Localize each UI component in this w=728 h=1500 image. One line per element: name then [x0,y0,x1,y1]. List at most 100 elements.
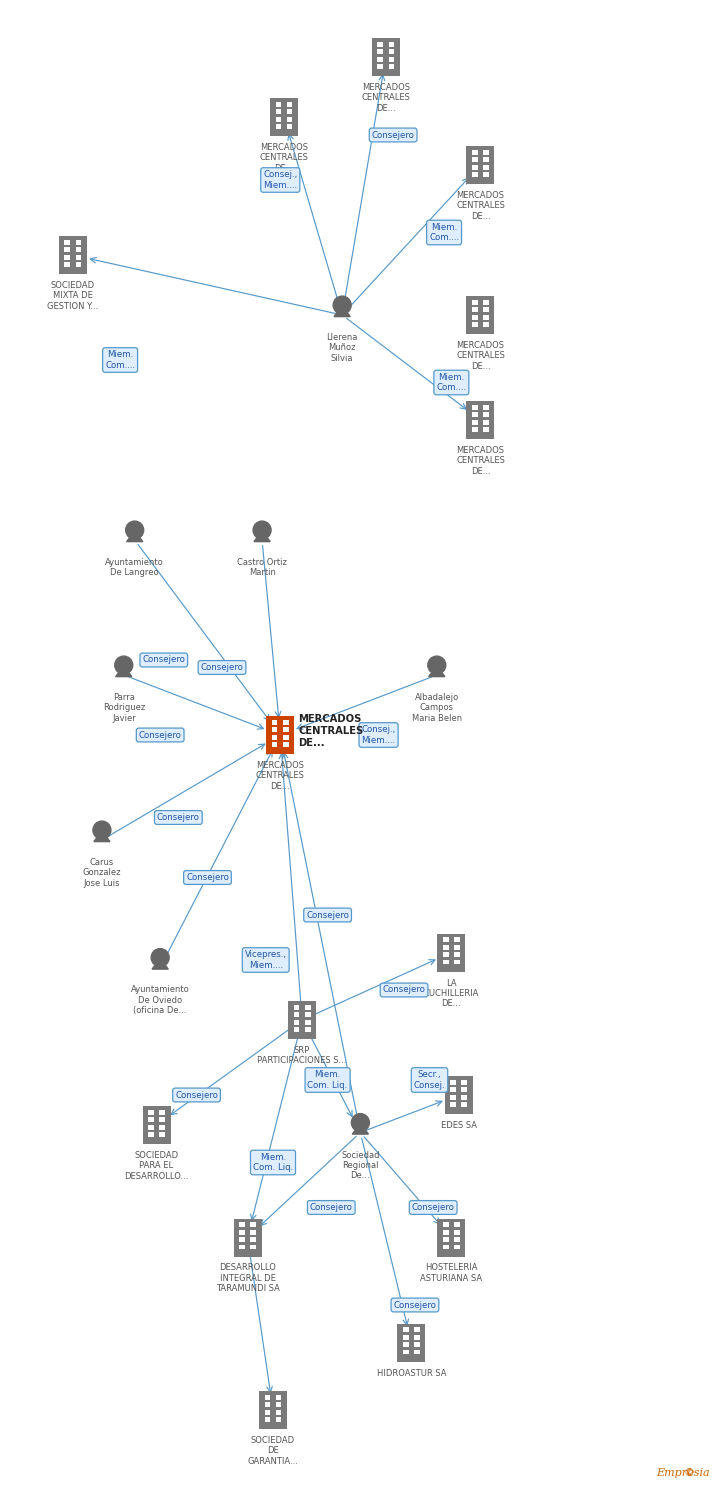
FancyBboxPatch shape [472,158,478,162]
FancyBboxPatch shape [377,57,383,62]
Text: Castro Ortiz
Martin: Castro Ortiz Martin [237,558,287,578]
FancyBboxPatch shape [287,102,293,106]
Circle shape [151,948,169,966]
FancyBboxPatch shape [472,150,478,154]
FancyBboxPatch shape [76,262,82,267]
Circle shape [93,821,111,839]
FancyBboxPatch shape [76,240,82,244]
FancyBboxPatch shape [250,1222,256,1227]
FancyBboxPatch shape [64,262,70,267]
Text: MERCADOS
CENTRALES
DE...: MERCADOS CENTRALES DE... [456,190,505,220]
Polygon shape [152,966,168,969]
FancyBboxPatch shape [472,172,478,177]
FancyBboxPatch shape [483,322,489,327]
FancyBboxPatch shape [275,110,281,114]
FancyBboxPatch shape [472,315,478,320]
FancyBboxPatch shape [275,117,281,122]
Text: MERCADOS
CENTRALES
DE...: MERCADOS CENTRALES DE... [361,82,411,112]
FancyBboxPatch shape [483,300,489,304]
Text: Consejero: Consejero [143,656,185,664]
Text: MERCADOS
CENTRALES
DE...: MERCADOS CENTRALES DE... [298,714,363,748]
FancyBboxPatch shape [443,1238,448,1242]
FancyBboxPatch shape [283,742,289,747]
FancyBboxPatch shape [239,1238,245,1242]
Text: SOCIEDAD
MIXTA DE
GESTION Y...: SOCIEDAD MIXTA DE GESTION Y... [47,280,98,310]
Text: Vicepres.,
Miem....: Vicepres., Miem.... [245,950,287,970]
FancyBboxPatch shape [64,248,70,252]
FancyBboxPatch shape [443,952,448,957]
FancyBboxPatch shape [414,1328,420,1332]
FancyBboxPatch shape [259,1390,287,1429]
FancyBboxPatch shape [472,427,478,432]
Text: HIDROASTUR SA: HIDROASTUR SA [376,1368,446,1377]
FancyBboxPatch shape [250,1245,256,1250]
FancyBboxPatch shape [389,50,395,54]
FancyBboxPatch shape [472,413,478,417]
Text: SOCIEDAD
DE
GARANTIA...: SOCIEDAD DE GARANTIA... [248,1436,298,1466]
Polygon shape [116,674,132,676]
FancyBboxPatch shape [445,1076,472,1114]
Polygon shape [254,538,270,542]
FancyBboxPatch shape [483,165,489,170]
Text: Consej.,
Miem....: Consej., Miem.... [263,170,298,190]
Text: SOCIEDAD
PARA EL
DESARROLLO...: SOCIEDAD PARA EL DESARROLLO... [124,1150,189,1180]
Circle shape [333,296,351,314]
FancyBboxPatch shape [472,420,478,424]
Text: Consejero: Consejero [394,1300,436,1310]
Text: LA
CUCHILLERIA
DE...: LA CUCHILLERIA DE... [424,978,479,1008]
FancyBboxPatch shape [454,1222,460,1227]
Text: Miem.
Com. Liq.: Miem. Com. Liq. [307,1070,348,1090]
FancyBboxPatch shape [234,1218,261,1257]
Circle shape [115,656,132,674]
Text: Sociedad
Regional
De...: Sociedad Regional De... [341,1150,379,1180]
Polygon shape [429,674,445,676]
Text: SRP
PARTICIPACIONES S...: SRP PARTICIPACIONES S... [258,1046,347,1065]
Circle shape [253,520,271,538]
FancyBboxPatch shape [389,42,395,46]
FancyBboxPatch shape [467,146,494,184]
FancyBboxPatch shape [159,1125,165,1130]
FancyBboxPatch shape [454,1230,460,1234]
FancyBboxPatch shape [272,735,277,740]
FancyBboxPatch shape [389,64,395,69]
FancyBboxPatch shape [443,938,448,942]
FancyBboxPatch shape [403,1335,408,1340]
FancyBboxPatch shape [454,960,460,964]
FancyBboxPatch shape [483,158,489,162]
FancyBboxPatch shape [483,308,489,312]
FancyBboxPatch shape [283,720,289,724]
FancyBboxPatch shape [305,1028,311,1032]
FancyBboxPatch shape [148,1132,154,1137]
Text: Consejero: Consejero [157,813,199,822]
Text: DESARROLLO
INTEGRAL DE
TARAMUNDI SA: DESARROLLO INTEGRAL DE TARAMUNDI SA [215,1263,280,1293]
Text: Consejero: Consejero [372,130,414,140]
Text: HOSTELERIA
ASTURIANA SA: HOSTELERIA ASTURIANA SA [420,1263,483,1282]
FancyBboxPatch shape [305,1005,311,1010]
FancyBboxPatch shape [64,240,70,244]
FancyBboxPatch shape [264,1402,270,1407]
FancyBboxPatch shape [264,1410,270,1414]
FancyBboxPatch shape [239,1222,245,1227]
Text: Consejero: Consejero [310,1203,352,1212]
FancyBboxPatch shape [403,1342,408,1347]
FancyBboxPatch shape [472,300,478,304]
FancyBboxPatch shape [483,150,489,154]
FancyBboxPatch shape [305,1020,311,1025]
FancyBboxPatch shape [159,1132,165,1137]
FancyBboxPatch shape [462,1088,467,1092]
Text: Miem.
Com....: Miem. Com.... [436,372,467,393]
FancyBboxPatch shape [270,98,298,136]
FancyBboxPatch shape [403,1350,408,1354]
FancyBboxPatch shape [148,1118,154,1122]
FancyBboxPatch shape [293,1005,299,1010]
FancyBboxPatch shape [293,1013,299,1017]
Text: EDES SA: EDES SA [440,1120,477,1130]
FancyBboxPatch shape [64,255,70,260]
Text: MERCADOS
CENTRALES
DE...: MERCADOS CENTRALES DE... [456,340,505,370]
Polygon shape [334,314,350,316]
FancyBboxPatch shape [159,1118,165,1122]
FancyBboxPatch shape [414,1350,420,1354]
FancyBboxPatch shape [250,1238,256,1242]
FancyBboxPatch shape [438,933,465,972]
FancyBboxPatch shape [462,1080,467,1084]
